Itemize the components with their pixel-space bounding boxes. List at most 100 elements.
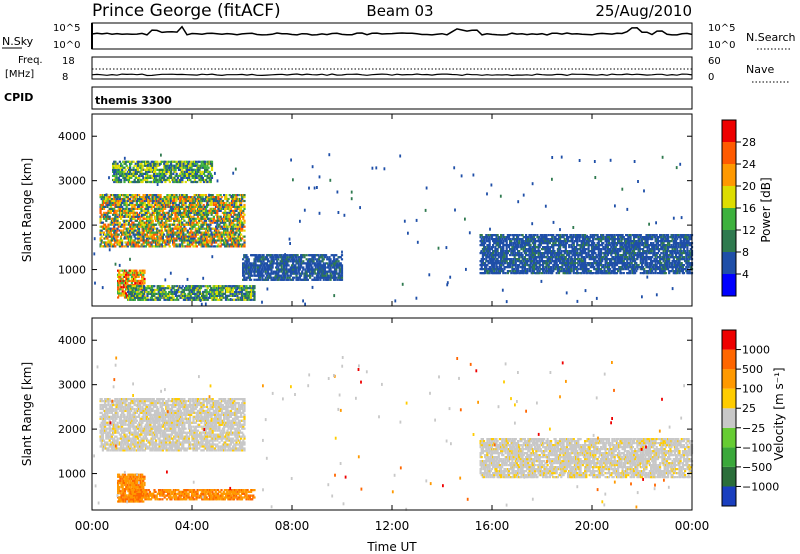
- heatmap-cell: [247, 272, 250, 275]
- heatmap-cell: [139, 203, 142, 207]
- heatmap-cell: [140, 221, 143, 224]
- heatmap-cell: [163, 298, 166, 301]
- heatmap-cell: [302, 278, 305, 281]
- heatmap-cell: [118, 279, 121, 283]
- heatmap-cell: [271, 264, 274, 267]
- heatmap-cell: [289, 260, 292, 263]
- heatmap-cell: [530, 238, 533, 241]
- heatmap-cell: [172, 207, 175, 210]
- heatmap-cell: [242, 205, 245, 208]
- heatmap-cell: [226, 241, 229, 244]
- heatmap-cell: [153, 231, 157, 234]
- heatmap-cell: [101, 221, 104, 224]
- heatmap-cell: [175, 172, 178, 175]
- heatmap-cell: [192, 160, 195, 163]
- heatmap-cell: [147, 209, 150, 212]
- heatmap-cell: [115, 237, 118, 240]
- heatmap-cell: [140, 162, 143, 165]
- heatmap-cell: [145, 203, 149, 207]
- heatmap-cell: [311, 270, 314, 273]
- heatmap-cell: [278, 276, 281, 279]
- heatmap-cell: [127, 237, 130, 240]
- heatmap-cell: [130, 174, 133, 177]
- heatmap-cell: [206, 215, 209, 218]
- heatmap-cell: [143, 277, 146, 281]
- heatmap-cell: [252, 288, 255, 292]
- heatmap-cell: [482, 238, 486, 241]
- heatmap-cell: [163, 166, 166, 169]
- heatmap-cell: [109, 243, 112, 246]
- heatmap-cell: [157, 296, 160, 299]
- heatmap-cell: [144, 227, 147, 230]
- heatmap-cell: [486, 252, 489, 255]
- heatmap-cell: [328, 270, 331, 273]
- heatmap-cell: [323, 264, 326, 267]
- heatmap-cell: [127, 207, 130, 210]
- heatmap-cell: [172, 180, 175, 184]
- heatmap-cell: [237, 219, 240, 222]
- heatmap-cell: [141, 288, 144, 292]
- heatmap-cell: [229, 209, 232, 212]
- heatmap-cell: [223, 201, 226, 205]
- heatmap-cell: [209, 229, 212, 232]
- heatmap-cell: [514, 242, 517, 245]
- heatmap-cell: [99, 219, 102, 222]
- heatmap-cell: [100, 229, 103, 232]
- heatmap-cell: [102, 196, 106, 199]
- heatmap-cell: [493, 238, 496, 241]
- heatmap-cell: [234, 233, 237, 236]
- heatmap-cell: [187, 285, 190, 288]
- heatmap-cell: [202, 290, 205, 294]
- heatmap-cell: [137, 168, 140, 171]
- heatmap-cell: [176, 225, 179, 228]
- heatmap-cell: [171, 285, 174, 288]
- heatmap-cell: [127, 221, 130, 224]
- heatmap-cell: [165, 294, 168, 297]
- heatmap-cell: [185, 164, 189, 167]
- heatmap-cell: [159, 237, 162, 240]
- heatmap-cell: [336, 264, 339, 267]
- heatmap-cell: [311, 260, 314, 263]
- heatmap-cell: [511, 270, 514, 273]
- heatmap-cell: [172, 176, 175, 179]
- heatmap-cell: [237, 207, 240, 210]
- heatmap-cell: [226, 199, 229, 203]
- heatmap-cell: [134, 211, 137, 214]
- heatmap-cell: [331, 254, 334, 257]
- heatmap-cell: [170, 209, 174, 212]
- heatmap-cell: [318, 276, 321, 279]
- heatmap-cell: [229, 227, 232, 230]
- heatmap-cell: [169, 205, 172, 208]
- heatmap-cell: [511, 252, 514, 255]
- heatmap-cell: [179, 178, 182, 182]
- heatmap-cell: [216, 221, 219, 224]
- heatmap-cell: [139, 196, 142, 199]
- heatmap-cell: [127, 215, 130, 218]
- heatmap-cell: [271, 256, 274, 259]
- heatmap-cell: [321, 270, 324, 273]
- heatmap-cell: [202, 172, 206, 175]
- heatmap-cell: [145, 287, 148, 290]
- heatmap-cell: [181, 164, 184, 167]
- heatmap-cell: [118, 166, 121, 169]
- heatmap-cell: [114, 233, 117, 236]
- heatmap-cell: [142, 285, 146, 288]
- heatmap-cell: [191, 172, 194, 175]
- heatmap-cell: [118, 197, 121, 201]
- heatmap-cell: [143, 168, 146, 171]
- heatmap-cell: [117, 296, 120, 299]
- heatmap-cell: [166, 287, 169, 290]
- heatmap-cell: [227, 290, 230, 294]
- heatmap-cell: [184, 172, 187, 175]
- heatmap-cell: [214, 290, 217, 294]
- heatmap-cell: [142, 239, 145, 242]
- heatmap-cell: [133, 275, 136, 278]
- heatmap-cell: [317, 254, 320, 257]
- heatmap-cell: [125, 294, 128, 297]
- heatmap-cell: [205, 166, 208, 169]
- heatmap-cell: [142, 235, 145, 238]
- heatmap-cell: [254, 266, 257, 269]
- heatmap-cell: [212, 298, 215, 301]
- heatmap-cell: [172, 164, 175, 167]
- heatmap-cell: [226, 227, 229, 230]
